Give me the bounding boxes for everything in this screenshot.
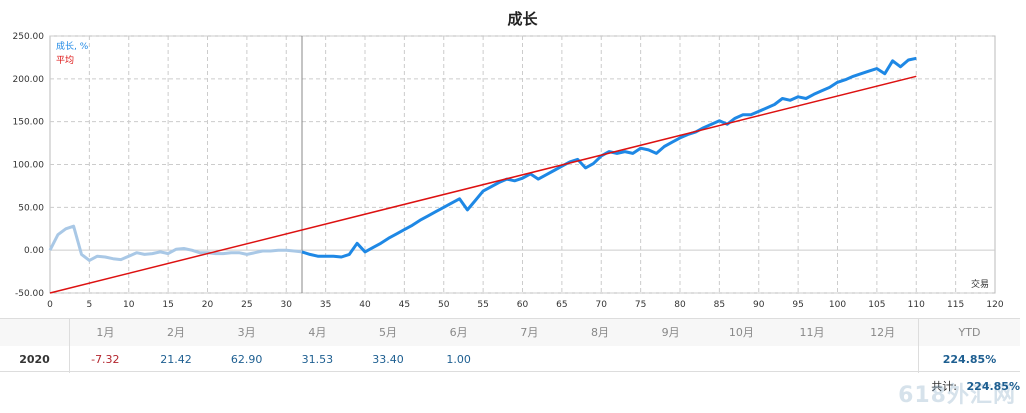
- x-tick-label: 15: [162, 300, 173, 310]
- x-tick-label: 110: [908, 300, 925, 310]
- y-tick-label: 50.00: [18, 203, 44, 213]
- legend-growth: 成长, %: [56, 40, 89, 52]
- month-value-cell: 21.42: [160, 353, 192, 366]
- month-value-cell: 31.53: [301, 353, 334, 366]
- monthly-returns-table: 1月 2月 3月 4月 5月 6月 7月 8月 9月 10月 11月 12月 YTD 2020 -7.…: [0, 318, 1020, 373]
- month-value-cell: -7.32: [91, 353, 120, 366]
- x-tick-label: 0: [47, 300, 53, 310]
- x-tick-label: 25: [241, 300, 252, 310]
- x-tick-label: 35: [320, 300, 331, 310]
- x-tick-label: 55: [477, 300, 488, 310]
- month-header-cell: 8月: [590, 326, 609, 339]
- watermark-logo: 618外汇网: [898, 383, 1016, 408]
- growth-series-line: [301, 56, 917, 259]
- y-tick-label: 150.00: [13, 118, 45, 128]
- month-header-cell: 12月: [870, 326, 896, 339]
- month-value-cell: [565, 346, 636, 373]
- month-header-cell: 10月: [728, 326, 754, 339]
- legend-average: 平均: [56, 54, 74, 66]
- x-tick-label: 105: [868, 300, 885, 310]
- x-tick-label: 20: [202, 300, 214, 310]
- month-value-cell: 1.00: [446, 353, 471, 366]
- average-series-line: [49, 75, 917, 294]
- month-header-cell: 1月: [96, 326, 115, 339]
- table-header-row: 1月 2月 3月 4月 5月 6月 7月 8月 9月 10月 11月 12月 YTD: [0, 319, 1020, 346]
- month-value-cell: [777, 346, 848, 373]
- y-tick-label: 100.00: [13, 161, 45, 171]
- month-value-cell: 62.90: [230, 353, 263, 366]
- month-value-cell: 33.40: [372, 353, 404, 366]
- x-tick-label: 65: [556, 300, 567, 310]
- total-value: 224.85%: [966, 380, 1020, 393]
- x-tick-label: 100: [829, 300, 846, 310]
- total-summary: 共计: 224.85%: [840, 376, 1020, 398]
- x-tick-label: 60: [517, 300, 529, 310]
- ytd-value-cell: 224.85%: [918, 346, 1020, 373]
- month-header-cell: 3月: [237, 326, 256, 339]
- x-tick-label: 90: [753, 300, 765, 310]
- x-tick-label: 85: [714, 300, 725, 310]
- x-tick-label: 30: [281, 300, 293, 310]
- y-tick-label: 250.00: [13, 32, 45, 42]
- y-tick-label: -50.00: [15, 289, 44, 299]
- month-value-cell: [847, 346, 918, 373]
- x-tick-label: 80: [674, 300, 686, 310]
- month-value-cell: [706, 346, 777, 373]
- growth-chart: -50.00 0.00 50.00 100.00 150.00 200.00 250.00 0…: [13, 10, 1004, 310]
- month-header-cell: 9月: [661, 326, 680, 339]
- month-value-cell: [494, 346, 565, 373]
- month-header-cell: 4月: [308, 326, 327, 339]
- x-tick-label: 115: [947, 300, 964, 310]
- x-tick-label: 5: [87, 300, 93, 310]
- growth-chart-svg: -50.00 0.00 50.00 100.00 150.00 200.00 250.00 0…: [13, 10, 1004, 310]
- x-tick-label: 10: [123, 300, 135, 310]
- x-tick-label: 120: [986, 300, 1003, 310]
- y-tick-label: 0.00: [24, 246, 44, 256]
- year-cell: 2020: [0, 346, 70, 373]
- x-tick-label: 75: [635, 300, 646, 310]
- x-tick-label: 40: [359, 300, 371, 310]
- table-row: 2020 -7.32 21.42 62.90 31.53 33.40 1.00 224.8…: [0, 346, 1020, 373]
- x-tick-label: 50: [438, 300, 450, 310]
- year-header-cell: [0, 319, 70, 346]
- growth-series-line-history: [48, 224, 303, 262]
- x-tick-label: 70: [596, 300, 608, 310]
- month-header-cell: 11月: [799, 326, 825, 339]
- x-tick-label: 45: [399, 300, 410, 310]
- ytd-header-cell: YTD: [918, 319, 1020, 346]
- month-header-cell: 2月: [166, 326, 185, 339]
- x-tick-label: 95: [792, 300, 803, 310]
- month-value-cell: [635, 346, 706, 373]
- chart-title: 成长: [507, 10, 538, 28]
- month-header-cell: 5月: [378, 326, 397, 339]
- x-axis-label: 交易: [971, 278, 989, 290]
- y-tick-label: 200.00: [13, 75, 45, 85]
- month-header-cell: 6月: [449, 326, 468, 339]
- total-label: 共计:: [931, 380, 958, 393]
- month-header-cell: 7月: [520, 326, 539, 339]
